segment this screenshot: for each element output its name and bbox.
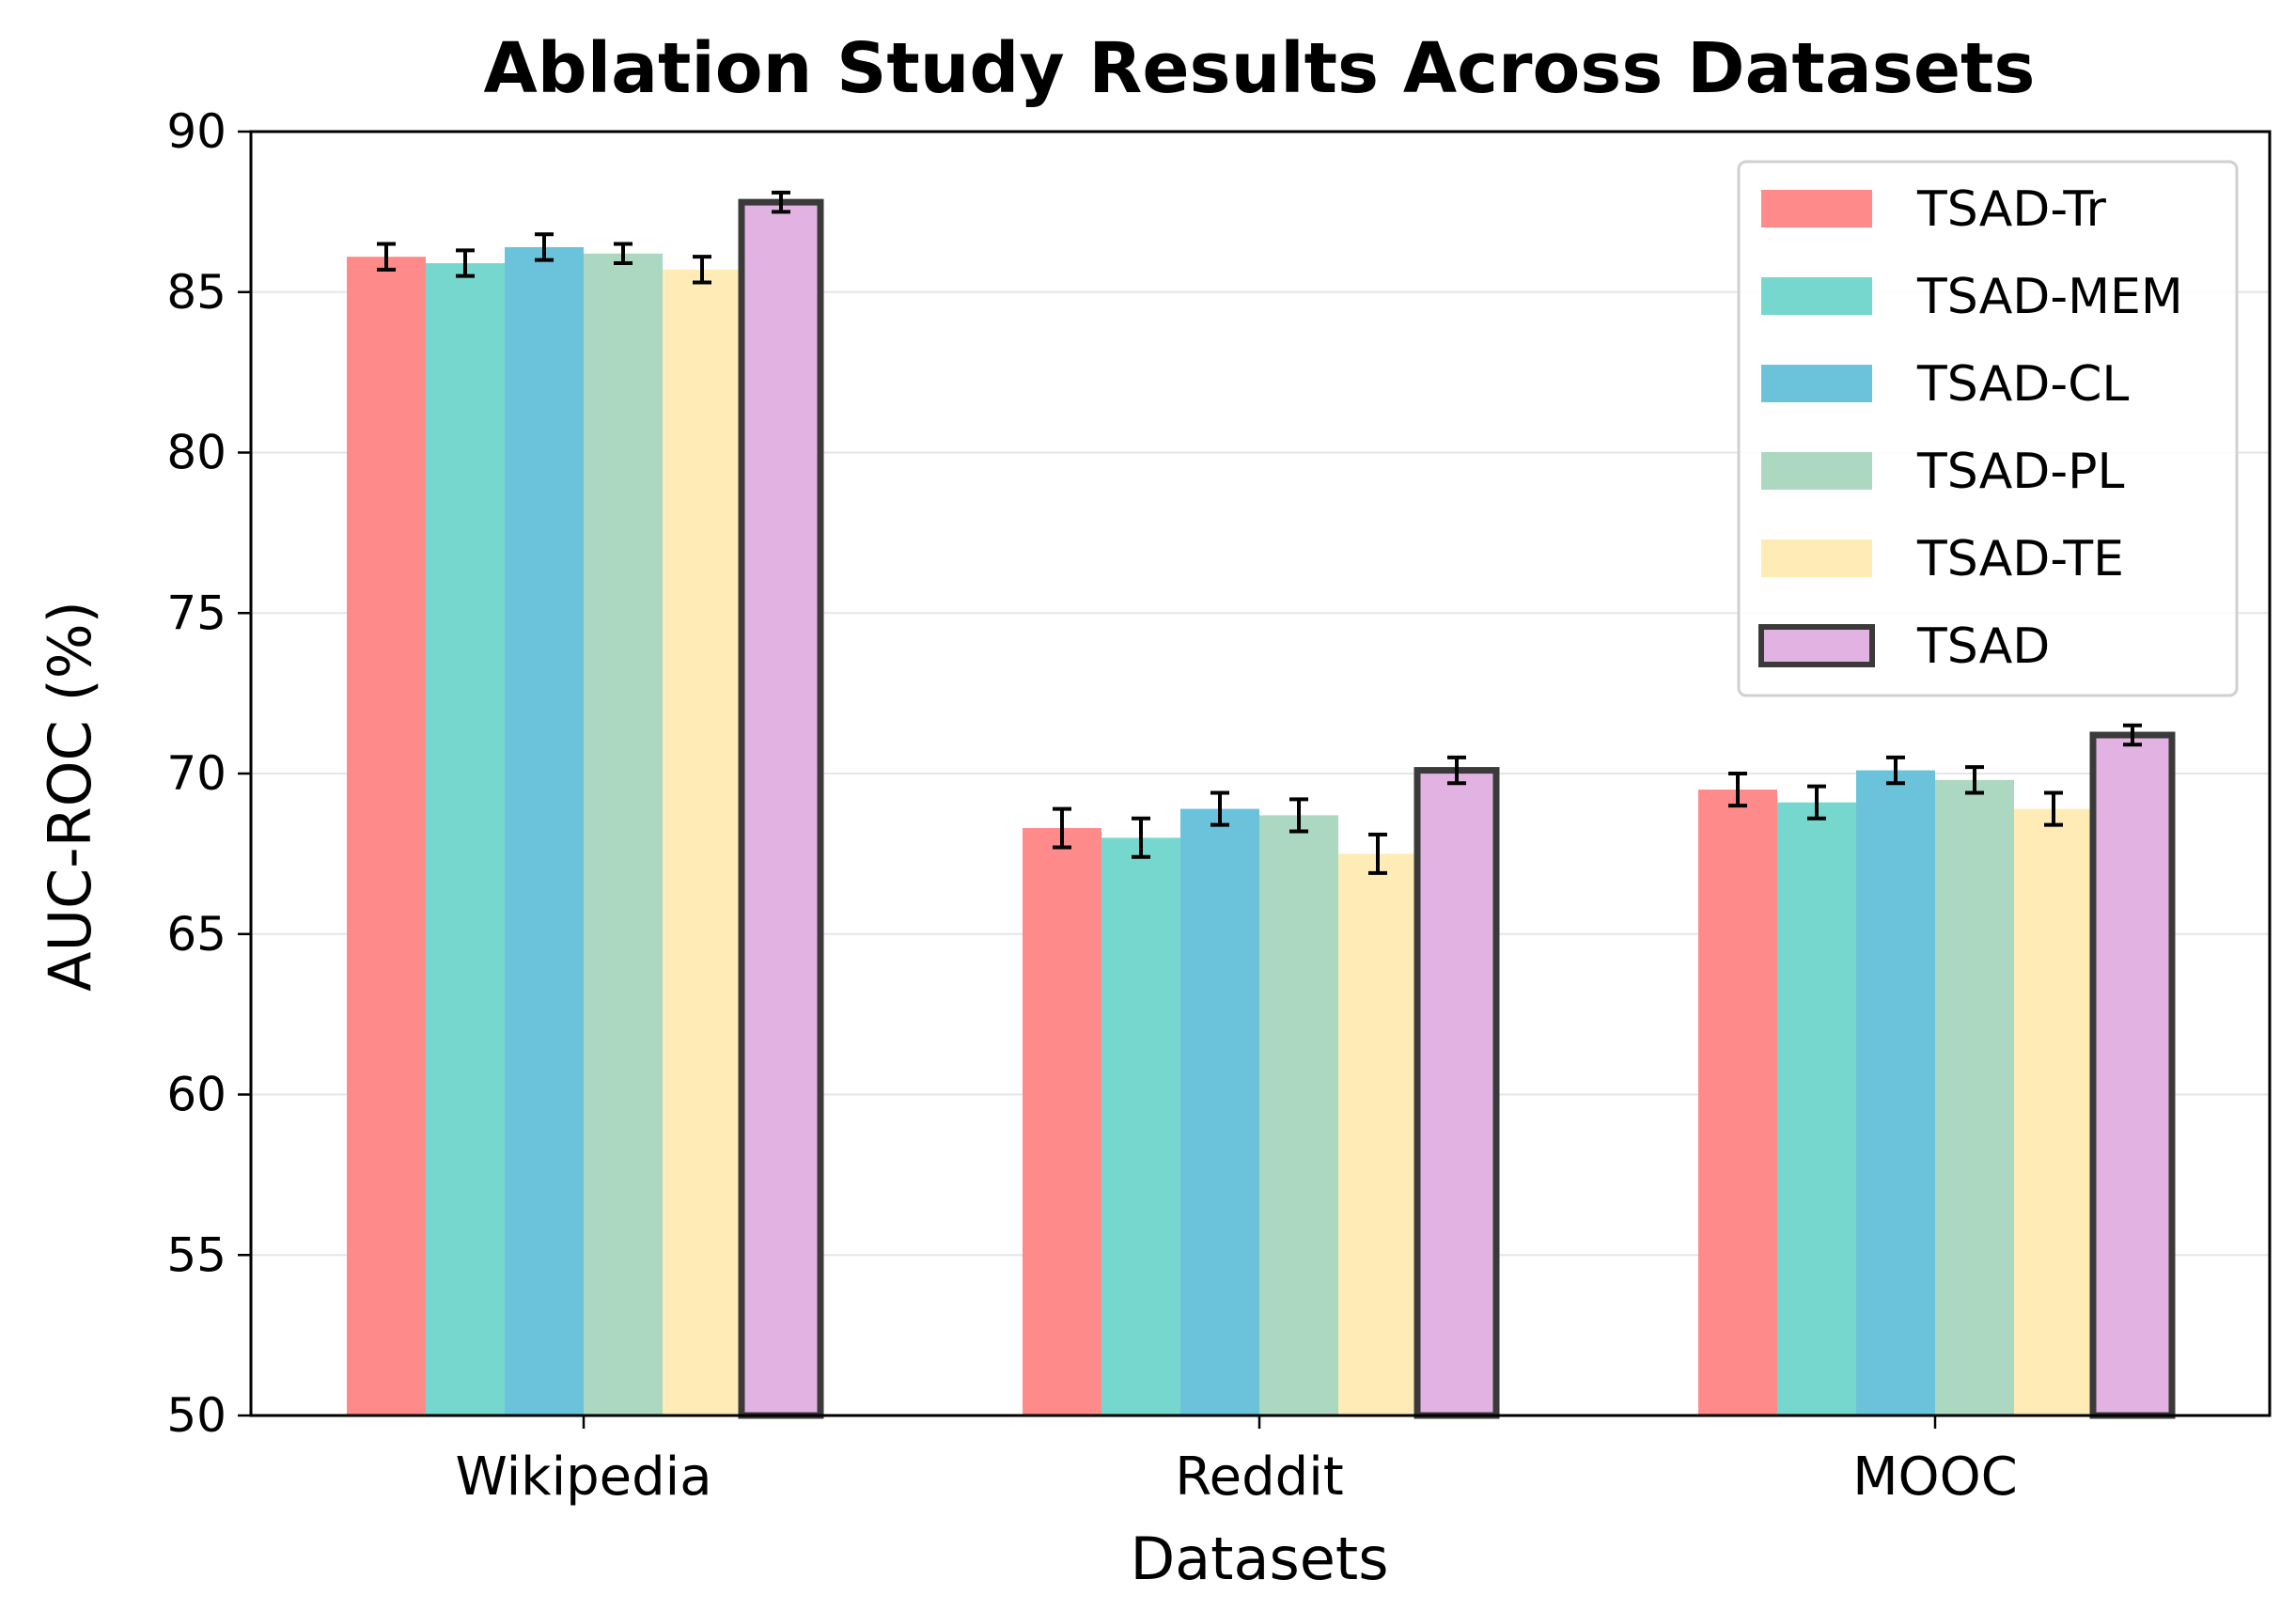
- bar-tsad-tr-reddit: [1023, 828, 1101, 1415]
- bar-tsad-mem-wikipedia: [426, 263, 505, 1415]
- y-tick-label: 50: [166, 1388, 226, 1443]
- bar-tsad-te-wikipedia: [663, 269, 742, 1416]
- bar-tsad-mem-reddit: [1101, 837, 1180, 1415]
- legend-label-tsad-pl: TSAD-PL: [1916, 444, 2124, 500]
- legend-swatch-tsad-te: [1761, 540, 1872, 577]
- bar-tsad-cl-wikipedia: [505, 246, 584, 1416]
- legend-swatch-tsad-pl: [1761, 452, 1872, 490]
- bar-tsad-pl-reddit: [1259, 815, 1338, 1415]
- y-tick-label: 85: [166, 265, 226, 320]
- y-tick-label: 60: [166, 1068, 226, 1122]
- legend-swatch-tsad-tr: [1761, 190, 1872, 227]
- y-tick-label: 75: [166, 586, 226, 640]
- x-tick-label: MOOC: [1852, 1447, 2018, 1508]
- bar-tsad-te-reddit: [1338, 853, 1417, 1415]
- y-tick-label: 80: [166, 426, 226, 480]
- legend-box: [1737, 160, 2239, 697]
- y-axis-label: AUC-ROC (%): [36, 601, 104, 992]
- legend-label-tsad-cl: TSAD-CL: [1916, 356, 2129, 413]
- x-tick-label: Reddit: [1175, 1447, 1343, 1508]
- y-tick-label: 55: [166, 1228, 226, 1282]
- bar-tsad-mem-mooc: [1777, 802, 1856, 1415]
- y-tick-label: 70: [166, 746, 226, 801]
- x-axis-label: Datasets: [1130, 1525, 1388, 1593]
- legend-label-tsad: TSAD: [1916, 618, 2050, 675]
- x-tick-label: Wikipedia: [455, 1447, 711, 1508]
- legend-label-tsad-te: TSAD-TE: [1916, 531, 2124, 587]
- bar-tsad-tr-mooc: [1698, 790, 1777, 1415]
- y-tick-label: 90: [166, 104, 226, 159]
- chart-title: Ablation Study Results Across Datasets: [484, 28, 2036, 109]
- legend: TSAD-Tr TSAD-MEM TSAD-CL TSAD-PL TSAD-TE TSAD: [1737, 160, 2239, 697]
- bar-tsad-pl-mooc: [1935, 779, 2014, 1415]
- plot-frame: [249, 130, 2272, 1417]
- bar-tsad-pl-wikipedia: [584, 253, 663, 1415]
- bar-tsad-mooc: [2089, 731, 2176, 1419]
- legend-swatch-tsad-mem: [1761, 277, 1872, 315]
- legend-label-tsad-tr: TSAD-Tr: [1916, 181, 2106, 238]
- legend-label-tsad-mem: TSAD-MEM: [1916, 269, 2183, 325]
- bar-tsad-cl-reddit: [1180, 808, 1259, 1415]
- bar-tsad-tr-wikipedia: [347, 257, 426, 1415]
- y-tick-label: 65: [166, 907, 226, 962]
- axis-layer: 50 55 60 65 70 75 80 85 90 Wikipedia Reddit MOOC: [166, 104, 2272, 1508]
- bar-layer: [347, 190, 2176, 1419]
- bar-tsad-wikipedia: [738, 198, 824, 1419]
- bar-tsad-reddit: [1414, 767, 1500, 1419]
- legend-swatch-tsad: [1758, 624, 1875, 667]
- legend-swatch-tsad-cl: [1761, 365, 1872, 402]
- bar-tsad-te-mooc: [2014, 808, 2093, 1415]
- bar-tsad-cl-mooc: [1856, 770, 1935, 1415]
